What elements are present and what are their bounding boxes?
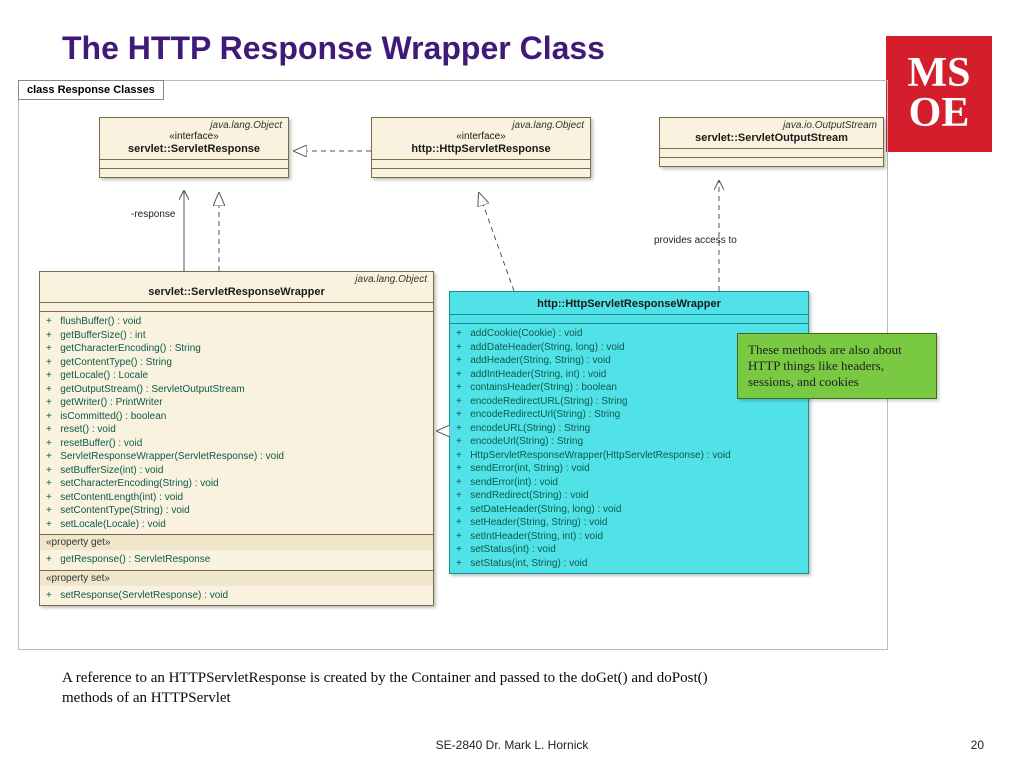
uml-diagram-frame: class Response Classes java.lang.Object …	[18, 80, 888, 650]
propget-list: getResponse() : ServletResponse	[40, 550, 433, 570]
method: setIntHeader(String, int) : void	[456, 530, 802, 544]
method: ServletResponseWrapper(ServletResponse) …	[46, 450, 427, 464]
method: getContentType() : String	[46, 356, 427, 370]
page-title: The HTTP Response Wrapper Class	[62, 30, 605, 67]
class-name: http::HttpServletResponse	[372, 142, 590, 159]
method: getResponse() : ServletResponse	[46, 553, 427, 567]
method: isCommitted() : boolean	[46, 410, 427, 424]
method: setDateHeader(String, long) : void	[456, 503, 802, 517]
method: sendError(int) : void	[456, 476, 802, 490]
method: setStatus(int, String) : void	[456, 557, 802, 571]
method: encodeUrl(String) : String	[456, 435, 802, 449]
method: setBufferSize(int) : void	[46, 464, 427, 478]
method: getBufferSize() : int	[46, 329, 427, 343]
method: encodeRedirectUrl(String) : String	[456, 408, 802, 422]
pkg-label: java.lang.Object	[372, 118, 590, 131]
method: setLocale(Locale) : void	[46, 518, 427, 532]
stereotype: «interface»	[372, 131, 590, 142]
pkg-label: java.io.OutputStream	[660, 118, 883, 131]
class-servlet-output-stream: java.io.OutputStream servlet::ServletOut…	[659, 117, 884, 167]
class-http-servlet-response: java.lang.Object «interface» http::HttpS…	[371, 117, 591, 178]
logo-line2: OE	[909, 94, 970, 134]
class-name: http::HttpServletResponseWrapper	[450, 292, 808, 314]
pkg-label: java.lang.Object	[100, 118, 288, 131]
diagram-tab: class Response Classes	[18, 80, 164, 100]
method: setContentLength(int) : void	[46, 491, 427, 505]
caption-text: A reference to an HTTPServletResponse is…	[62, 668, 762, 709]
property-set-label: «property set»	[40, 570, 433, 586]
method: getCharacterEncoding() : String	[46, 342, 427, 356]
class-name: servlet::ServletResponse	[100, 142, 288, 159]
method: getWriter() : PrintWriter	[46, 396, 427, 410]
class-servlet-response: java.lang.Object «interface» servlet::Se…	[99, 117, 289, 178]
propset-list: setResponse(ServletResponse) : void	[40, 586, 433, 606]
method: encodeURL(String) : String	[456, 422, 802, 436]
method: setContentType(String) : void	[46, 504, 427, 518]
method: sendError(int, String) : void	[456, 462, 802, 476]
rel-label-provides: provides access to	[654, 235, 737, 246]
stereotype: «interface»	[100, 131, 288, 142]
class-name: servlet::ServletResponseWrapper	[40, 285, 433, 302]
method: resetBuffer() : void	[46, 437, 427, 451]
page-number: 20	[971, 738, 984, 752]
rel-label-response: -response	[131, 209, 175, 220]
method: reset() : void	[46, 423, 427, 437]
method: sendRedirect(String) : void	[456, 489, 802, 503]
class-servlet-response-wrapper: java.lang.Object servlet::ServletRespons…	[39, 271, 434, 606]
method: setCharacterEncoding(String) : void	[46, 477, 427, 491]
property-get-label: «property get»	[40, 534, 433, 550]
class-name: servlet::ServletOutputStream	[660, 131, 883, 148]
method: getLocale() : Locale	[46, 369, 427, 383]
logo-line1: MS	[908, 54, 971, 94]
annotation-note: These methods are also about HTTP things…	[737, 333, 937, 399]
method: flushBuffer() : void	[46, 315, 427, 329]
method: HttpServletResponseWrapper(HttpServletRe…	[456, 449, 802, 463]
method: setHeader(String, String) : void	[456, 516, 802, 530]
method: setStatus(int) : void	[456, 543, 802, 557]
method: getOutputStream() : ServletOutputStream	[46, 383, 427, 397]
footer-text: SE-2840 Dr. Mark L. Hornick	[0, 738, 1024, 752]
pkg-label: java.lang.Object	[40, 272, 433, 285]
msoe-logo: MS OE	[886, 36, 992, 152]
method-list: flushBuffer() : voidgetBufferSize() : in…	[40, 312, 433, 534]
method: setResponse(ServletResponse) : void	[46, 589, 427, 603]
